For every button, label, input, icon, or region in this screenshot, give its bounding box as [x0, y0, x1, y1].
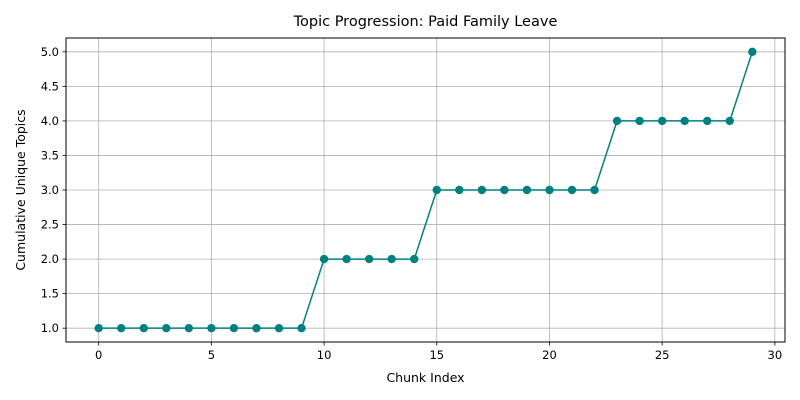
data-point	[94, 323, 103, 333]
data-point	[635, 116, 644, 126]
data-point	[455, 185, 464, 195]
data-point	[410, 254, 419, 264]
y-tick-label: 5.0	[41, 45, 59, 59]
x-tick-label: 0	[95, 348, 102, 362]
data-point	[545, 185, 554, 195]
data-point	[590, 185, 599, 195]
data-point	[364, 254, 374, 264]
data-point	[184, 323, 194, 333]
data-point	[207, 323, 216, 333]
x-tick-label: 30	[768, 348, 783, 362]
data-point	[252, 323, 261, 333]
data-point	[680, 116, 689, 126]
data-point	[274, 323, 284, 333]
x-tick-label: 20	[542, 348, 557, 362]
data-point	[432, 185, 441, 195]
x-tick-label: 5	[208, 348, 215, 362]
data-point	[387, 254, 396, 264]
grid	[66, 38, 785, 342]
data-point	[567, 185, 577, 195]
data-point	[477, 185, 487, 195]
data-point	[657, 116, 667, 126]
data-point	[612, 116, 622, 126]
data-point	[522, 185, 532, 195]
y-tick-label: 3.0	[41, 183, 59, 197]
y-tick-label: 2.0	[41, 252, 59, 266]
data-point	[229, 323, 239, 333]
data-point	[297, 323, 306, 333]
y-tick-label: 4.0	[41, 114, 59, 128]
x-tick-label: 10	[317, 348, 332, 362]
data-point	[139, 323, 148, 333]
data-point	[319, 254, 329, 264]
series-line	[94, 47, 757, 333]
chart-title: Topic Progression: Paid Family Leave	[293, 14, 558, 30]
y-tick-label: 1.0	[41, 321, 59, 335]
data-point	[500, 185, 509, 195]
data-point	[725, 116, 734, 126]
y-tick-label: 1.5	[41, 287, 59, 301]
y-tick-label: 3.5	[41, 148, 59, 162]
y-tick-label: 2.5	[41, 218, 59, 232]
ticks: 0 5 10 15 20 25 30 1.0 1.5 2.0 2.5 3.0 3.5 4.0 4.5 5.0	[41, 45, 782, 362]
data-point	[162, 323, 171, 333]
data-point	[748, 47, 757, 57]
y-axis-label: Cumulative Unique Topics	[13, 109, 28, 270]
x-tick-label: 15	[429, 348, 444, 362]
x-tick-label: 25	[655, 348, 670, 362]
data-point	[342, 254, 351, 264]
data-point	[117, 323, 126, 333]
y-tick-label: 4.5	[41, 79, 59, 93]
data-point	[703, 116, 712, 126]
x-axis-label: Chunk Index	[386, 370, 464, 385]
